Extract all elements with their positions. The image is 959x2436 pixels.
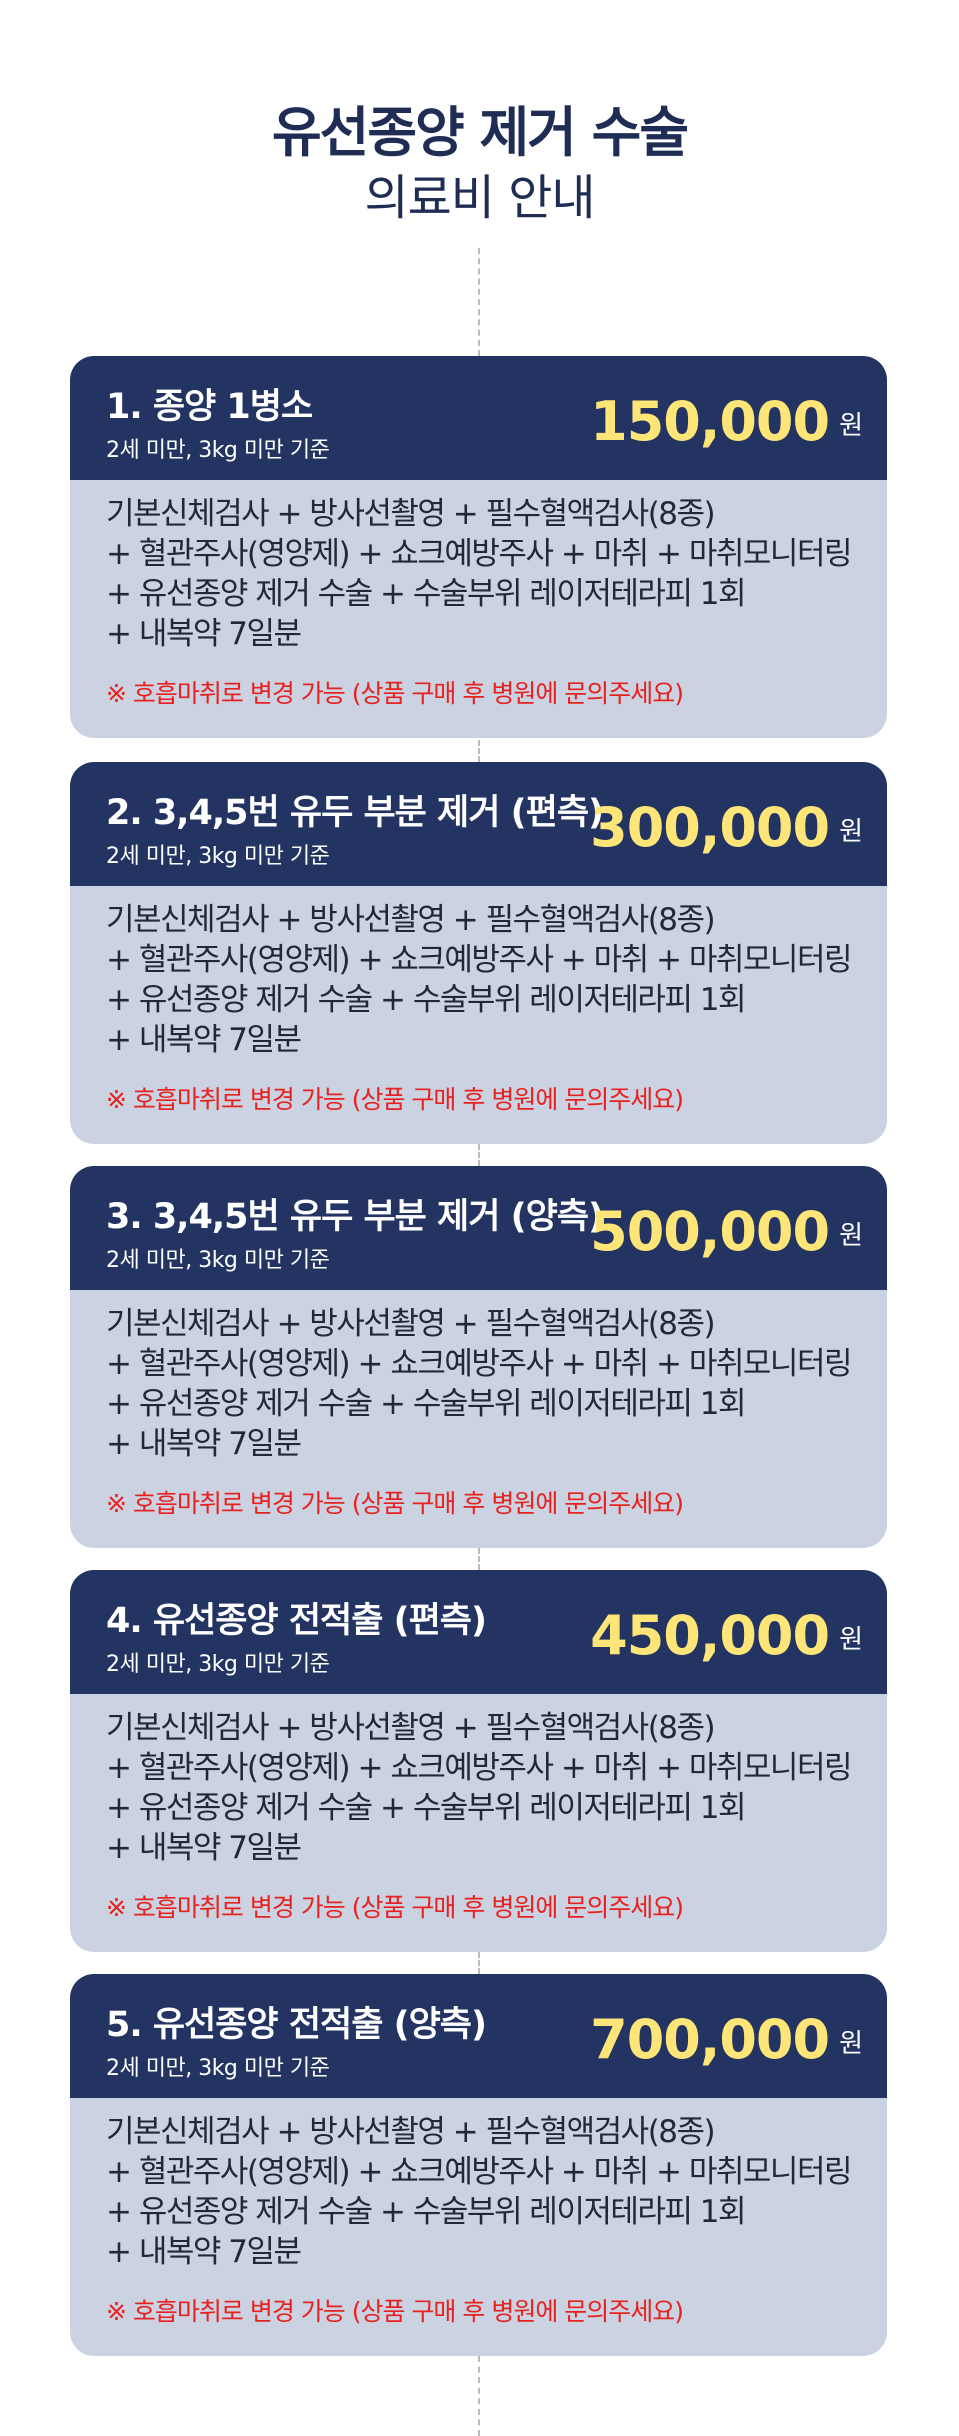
- card-note: ※ 호흡마취로 변경 가능 (상품 구매 후 병원에 문의주세요): [106, 1085, 684, 1114]
- price-group: 700,000 원: [590, 2008, 863, 2071]
- price-unit: 원: [839, 1221, 863, 1251]
- item-line: + 혈관주사(영양제) + 쇼크예방주사 + 마취 + 마취모니터링: [106, 2154, 852, 2190]
- price-value: 150,000: [590, 390, 830, 453]
- card-title: 1. 종양 1병소: [106, 387, 313, 427]
- card-header: 3. 3,4,5번 유두 부분 제거 (양측) 2세 미만, 3kg 미만 기준…: [70, 1166, 887, 1290]
- card-header: 5. 유선종양 전적출 (양측) 2세 미만, 3kg 미만 기준 700,00…: [70, 1974, 887, 2098]
- card-note: ※ 호흡마취로 변경 가능 (상품 구매 후 병원에 문의주세요): [106, 1489, 684, 1518]
- card-header: 2. 3,4,5번 유두 부분 제거 (편측) 2세 미만, 3kg 미만 기준…: [70, 762, 887, 886]
- connector-line: [478, 1952, 480, 1974]
- price-value: 500,000: [590, 1200, 830, 1263]
- item-line: + 유선종양 제거 수술 + 수술부위 레이저테라피 1회: [106, 576, 747, 612]
- item-line: + 내복약 7일분: [106, 616, 302, 652]
- price-unit: 원: [839, 2029, 863, 2059]
- card-condition: 2세 미만, 3kg 미만 기준: [106, 438, 330, 463]
- connector-line: [478, 1548, 480, 1570]
- page-subtitle: 의료비 안내: [364, 170, 595, 226]
- card-note: ※ 호흡마취로 변경 가능 (상품 구매 후 병원에 문의주세요): [106, 1893, 684, 1922]
- item-line: + 내복약 7일분: [106, 1426, 302, 1462]
- item-line: 기본신체검사 + 방사선촬영 + 필수혈액검사(8종): [106, 1710, 716, 1746]
- item-line: 기본신체검사 + 방사선촬영 + 필수혈액검사(8종): [106, 1306, 716, 1342]
- price-value: 700,000: [590, 2008, 830, 2071]
- item-line: + 내복약 7일분: [106, 1022, 302, 1058]
- connector-line: [478, 2356, 480, 2436]
- card-body: 기본신체검사 + 방사선촬영 + 필수혈액검사(8종) + 혈관주사(영양제) …: [70, 1290, 887, 1520]
- item-line: + 유선종양 제거 수술 + 수술부위 레이저테라피 1회: [106, 1790, 747, 1826]
- connector-line: [478, 1144, 480, 1166]
- item-line: 기본신체검사 + 방사선촬영 + 필수혈액검사(8종): [106, 902, 716, 938]
- card-body: 기본신체검사 + 방사선촬영 + 필수혈액검사(8종) + 혈관주사(영양제) …: [70, 1694, 887, 1924]
- price-card: 2. 3,4,5번 유두 부분 제거 (편측) 2세 미만, 3kg 미만 기준…: [70, 762, 887, 1144]
- connector-line: [478, 248, 480, 356]
- item-line: + 혈관주사(영양제) + 쇼크예방주사 + 마취 + 마취모니터링: [106, 942, 852, 978]
- item-line: + 유선종양 제거 수술 + 수술부위 레이저테라피 1회: [106, 1386, 747, 1422]
- item-line: + 혈관주사(영양제) + 쇼크예방주사 + 마취 + 마취모니터링: [106, 1750, 852, 1786]
- item-line: 기본신체검사 + 방사선촬영 + 필수혈액검사(8종): [106, 2114, 716, 2150]
- price-card: 3. 3,4,5번 유두 부분 제거 (양측) 2세 미만, 3kg 미만 기준…: [70, 1166, 887, 1548]
- card-header: 4. 유선종양 전적출 (편측) 2세 미만, 3kg 미만 기준 450,00…: [70, 1570, 887, 1694]
- price-card: 5. 유선종양 전적출 (양측) 2세 미만, 3kg 미만 기준 700,00…: [70, 1974, 887, 2356]
- card-condition: 2세 미만, 3kg 미만 기준: [106, 1652, 330, 1677]
- price-group: 500,000 원: [590, 1200, 863, 1263]
- connector-line: [478, 740, 480, 762]
- card-body: 기본신체검사 + 방사선촬영 + 필수혈액검사(8종) + 혈관주사(영양제) …: [70, 2098, 887, 2328]
- card-header: 1. 종양 1병소 2세 미만, 3kg 미만 기준 150,000 원: [70, 356, 887, 480]
- price-unit: 원: [839, 817, 863, 847]
- card-body: 기본신체검사 + 방사선촬영 + 필수혈액검사(8종) + 혈관주사(영양제) …: [70, 886, 887, 1116]
- price-unit: 원: [839, 411, 863, 441]
- item-line: + 내복약 7일분: [106, 2234, 302, 2270]
- item-line: 기본신체검사 + 방사선촬영 + 필수혈액검사(8종): [106, 496, 716, 532]
- item-line: + 내복약 7일분: [106, 1830, 302, 1866]
- price-group: 450,000 원: [590, 1604, 863, 1667]
- page-title: 유선종양 제거 수술: [271, 101, 689, 164]
- card-condition: 2세 미만, 3kg 미만 기준: [106, 2056, 330, 2081]
- card-note: ※ 호흡마취로 변경 가능 (상품 구매 후 병원에 문의주세요): [106, 679, 684, 708]
- card-title: 5. 유선종양 전적출 (양측): [106, 2005, 487, 2045]
- item-line: + 유선종양 제거 수술 + 수술부위 레이저테라피 1회: [106, 2194, 747, 2230]
- card-body: 기본신체검사 + 방사선촬영 + 필수혈액검사(8종) + 혈관주사(영양제) …: [70, 480, 887, 710]
- price-unit: 원: [839, 1625, 863, 1655]
- card-condition: 2세 미만, 3kg 미만 기준: [106, 1248, 330, 1273]
- item-line: + 혈관주사(영양제) + 쇼크예방주사 + 마취 + 마취모니터링: [106, 536, 852, 572]
- price-group: 150,000 원: [590, 390, 863, 453]
- price-group: 300,000 원: [590, 796, 863, 859]
- card-title: 4. 유선종양 전적출 (편측): [106, 1601, 487, 1641]
- price-value: 300,000: [590, 796, 830, 859]
- item-line: + 유선종양 제거 수술 + 수술부위 레이저테라피 1회: [106, 982, 747, 1018]
- item-line: + 혈관주사(영양제) + 쇼크예방주사 + 마취 + 마취모니터링: [106, 1346, 852, 1382]
- card-condition: 2세 미만, 3kg 미만 기준: [106, 844, 330, 869]
- card-note: ※ 호흡마취로 변경 가능 (상품 구매 후 병원에 문의주세요): [106, 2297, 684, 2326]
- price-card: 1. 종양 1병소 2세 미만, 3kg 미만 기준 150,000 원 기본신체…: [70, 356, 887, 738]
- card-title: 2. 3,4,5번 유두 부분 제거 (편측): [106, 793, 604, 833]
- card-title: 3. 3,4,5번 유두 부분 제거 (양측): [106, 1197, 604, 1237]
- price-card: 4. 유선종양 전적출 (편측) 2세 미만, 3kg 미만 기준 450,00…: [70, 1570, 887, 1952]
- price-value: 450,000: [590, 1604, 830, 1667]
